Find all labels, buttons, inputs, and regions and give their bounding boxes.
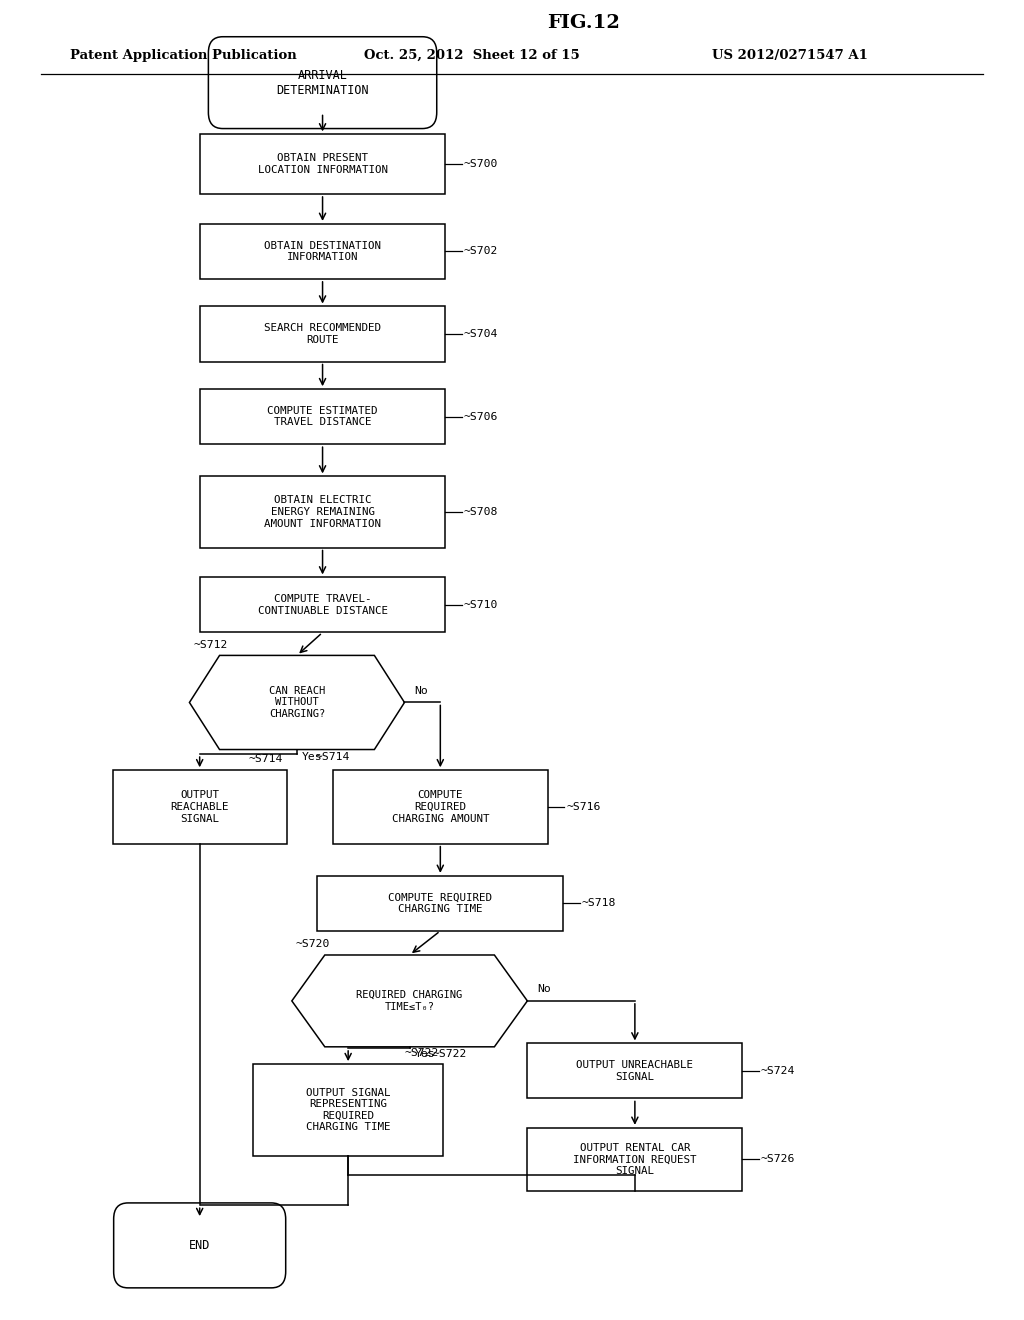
Text: COMPUTE REQUIRED
CHARGING TIME: COMPUTE REQUIRED CHARGING TIME xyxy=(388,892,493,915)
Text: REQUIRED CHARGING
TIME≤T₀?: REQUIRED CHARGING TIME≤T₀? xyxy=(356,990,463,1011)
Bar xyxy=(200,306,445,362)
Text: CAN REACH
WITHOUT
CHARGING?: CAN REACH WITHOUT CHARGING? xyxy=(269,686,325,719)
Bar xyxy=(317,875,563,931)
Text: US 2012/0271547 A1: US 2012/0271547 A1 xyxy=(712,49,867,62)
Bar xyxy=(200,477,445,548)
Text: ~S726: ~S726 xyxy=(761,1154,796,1164)
Text: ~S712: ~S712 xyxy=(194,640,228,649)
FancyBboxPatch shape xyxy=(114,1203,286,1288)
Text: OUTPUT RENTAL CAR
INFORMATION REQUEST
SIGNAL: OUTPUT RENTAL CAR INFORMATION REQUEST SI… xyxy=(573,1143,696,1176)
Text: No: No xyxy=(538,983,551,994)
Bar xyxy=(527,1127,742,1191)
Bar xyxy=(200,577,445,632)
Text: Yes: Yes xyxy=(302,752,323,762)
Bar xyxy=(200,135,445,194)
Text: COMPUTE
REQUIRED
CHARGING AMOUNT: COMPUTE REQUIRED CHARGING AMOUNT xyxy=(391,791,489,824)
Text: END: END xyxy=(189,1239,210,1251)
Text: ~S714: ~S714 xyxy=(315,752,350,762)
Text: OBTAIN ELECTRIC
ENERGY REMAINING
AMOUNT INFORMATION: OBTAIN ELECTRIC ENERGY REMAINING AMOUNT … xyxy=(264,495,381,528)
Text: OUTPUT SIGNAL
REPRESENTING
REQUIRED
CHARGING TIME: OUTPUT SIGNAL REPRESENTING REQUIRED CHAR… xyxy=(306,1088,390,1133)
Text: OUTPUT
REACHABLE
SIGNAL: OUTPUT REACHABLE SIGNAL xyxy=(170,791,229,824)
Text: ~S716: ~S716 xyxy=(566,803,601,812)
Text: ~S722: ~S722 xyxy=(432,1049,467,1059)
Text: ~S708: ~S708 xyxy=(464,507,499,517)
Text: COMPUTE TRAVEL-
CONTINUABLE DISTANCE: COMPUTE TRAVEL- CONTINUABLE DISTANCE xyxy=(258,594,387,615)
Bar xyxy=(527,1043,742,1098)
Text: Oct. 25, 2012  Sheet 12 of 15: Oct. 25, 2012 Sheet 12 of 15 xyxy=(364,49,580,62)
Text: ~S722: ~S722 xyxy=(404,1048,438,1059)
Text: ~S700: ~S700 xyxy=(464,160,499,169)
Text: ~S710: ~S710 xyxy=(464,599,499,610)
Text: Yes: Yes xyxy=(415,1049,435,1059)
Text: ~S724: ~S724 xyxy=(761,1067,796,1076)
Text: ARRIVAL
DETERMINATION: ARRIVAL DETERMINATION xyxy=(276,69,369,96)
Bar xyxy=(200,389,445,445)
Text: ~S706: ~S706 xyxy=(464,412,499,421)
Polygon shape xyxy=(292,954,527,1047)
Polygon shape xyxy=(189,656,404,750)
Text: Patent Application Publication: Patent Application Publication xyxy=(70,49,296,62)
FancyBboxPatch shape xyxy=(209,37,436,128)
Text: SEARCH RECOMMENDED
ROUTE: SEARCH RECOMMENDED ROUTE xyxy=(264,323,381,345)
Text: OUTPUT UNREACHABLE
SIGNAL: OUTPUT UNREACHABLE SIGNAL xyxy=(577,1060,693,1081)
Bar xyxy=(200,224,445,279)
Text: OBTAIN PRESENT
LOCATION INFORMATION: OBTAIN PRESENT LOCATION INFORMATION xyxy=(258,153,387,176)
Bar xyxy=(254,1064,442,1156)
Text: ~S714: ~S714 xyxy=(248,755,283,764)
Text: FIG.12: FIG.12 xyxy=(547,15,621,32)
Bar xyxy=(113,770,287,843)
Text: ~S720: ~S720 xyxy=(296,940,331,949)
Text: ~S702: ~S702 xyxy=(464,247,499,256)
Text: OBTAIN DESTINATION
INFORMATION: OBTAIN DESTINATION INFORMATION xyxy=(264,240,381,263)
Text: ~S718: ~S718 xyxy=(582,899,616,908)
Bar xyxy=(333,770,548,843)
Text: ~S704: ~S704 xyxy=(464,329,499,339)
Text: COMPUTE ESTIMATED
TRAVEL DISTANCE: COMPUTE ESTIMATED TRAVEL DISTANCE xyxy=(267,405,378,428)
Text: No: No xyxy=(415,685,428,696)
